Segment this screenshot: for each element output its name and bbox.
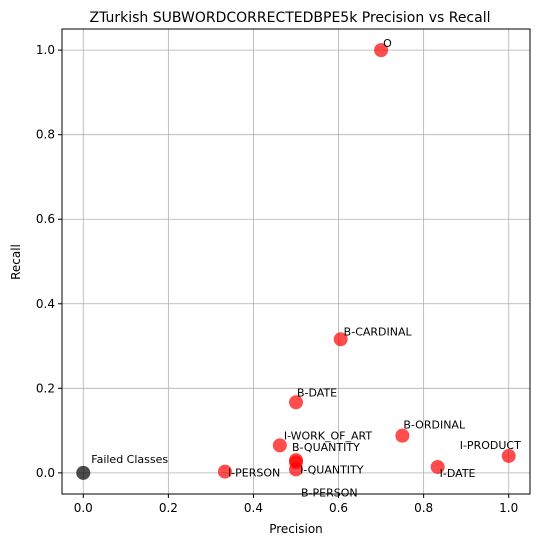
x-tick-label: 0.6 (329, 501, 348, 515)
x-tick-label: 0.4 (244, 501, 263, 515)
scatter-point (217, 464, 232, 479)
scatter-point (395, 428, 410, 443)
scatter-point (501, 448, 516, 463)
x-tick-label: 0.8 (414, 501, 433, 515)
y-tick-label: 0.0 (36, 466, 55, 480)
point-label: B-QUANTITY (292, 441, 360, 454)
point-label: B-PERSON (301, 486, 358, 499)
point-label: I-QUANTITY (300, 463, 364, 476)
scatter-point (289, 462, 303, 477)
points-layer (76, 43, 516, 480)
point-label: I-PRODUCT (460, 439, 521, 452)
y-tick-label: 0.8 (36, 128, 55, 142)
point-label: Failed Classes (91, 453, 168, 466)
y-tick-label: 0.2 (36, 381, 55, 395)
y-axis-label: Recall (9, 244, 23, 280)
scatter-point (76, 465, 91, 480)
point-label: B-ORDINAL (403, 419, 466, 432)
point-label: B-DATE (297, 386, 337, 399)
point-label: I-PERSON (228, 467, 280, 480)
scatter-point (272, 438, 287, 453)
labels-layer: O B-CARDINAL B-DATE B-ORDINAL I-PRODUCT I-WOR… (91, 37, 521, 499)
point-label: I-WORK_OF_ART (284, 429, 373, 442)
x-tick-label: 1.0 (499, 501, 518, 515)
y-tick-label: 0.6 (36, 212, 55, 226)
scatter-point (374, 43, 389, 58)
y-tick-label: 0.4 (36, 297, 55, 311)
point-label: I-DATE (440, 467, 476, 480)
x-tick-label: 0.2 (159, 501, 178, 515)
ticks-layer: 0.0 0.2 0.4 0.6 0.8 1.0 0.0 0.2 0.4 0.6 0.8 1.0 (36, 43, 518, 515)
x-tick-label: 0.0 (74, 501, 93, 515)
x-axis-label: Precision (269, 522, 323, 536)
scatter-point (289, 395, 303, 410)
y-tick-label: 1.0 (36, 43, 55, 57)
chart-title: ZTurkish SUBWORDCORRECTEDBPE5k Precision… (90, 10, 491, 26)
scatter-point (333, 332, 348, 347)
grid-layer (62, 29, 530, 494)
scatter-point (430, 459, 445, 474)
point-label: B-CARDINAL (344, 325, 413, 338)
plot-frame (61, 28, 531, 495)
point-label: O (383, 37, 392, 50)
